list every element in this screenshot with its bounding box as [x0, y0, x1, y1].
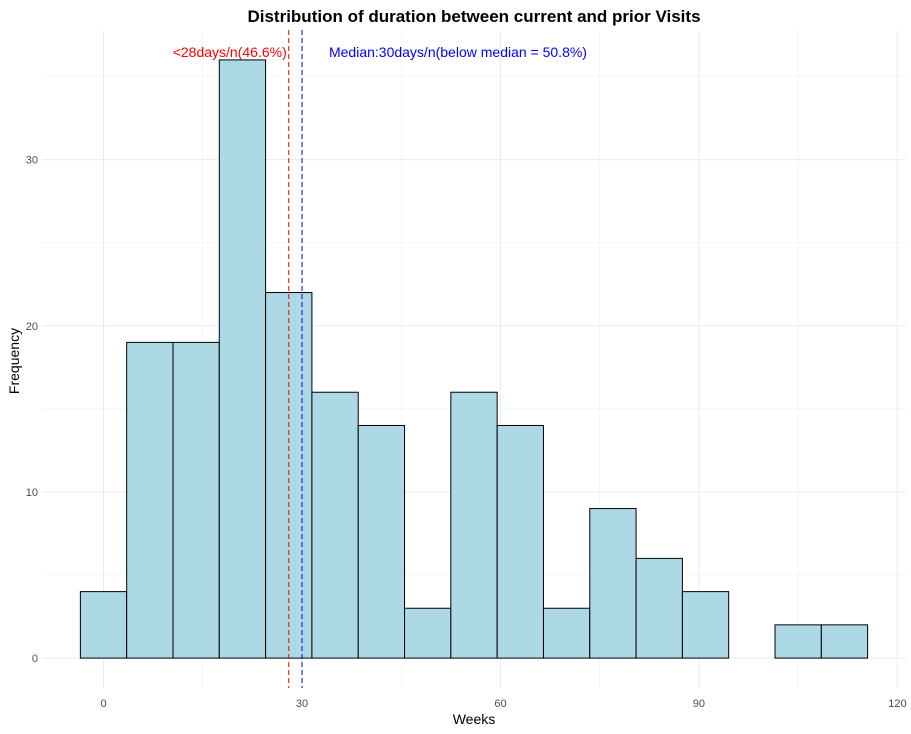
histogram-bar [589, 508, 637, 659]
y-axis-ticks: 0 10 20 30 [26, 155, 38, 665]
y-tick-label: 0 [32, 653, 38, 665]
x-tick-label: 120 [888, 698, 906, 710]
histogram-bar [404, 607, 452, 659]
histogram-bar [357, 424, 406, 659]
histogram-bar [265, 292, 313, 659]
histogram-bar [126, 341, 174, 659]
histogram-bar [820, 624, 869, 659]
histogram-bar [542, 607, 591, 659]
chart-title: Distribution of duration between current… [247, 7, 700, 26]
x-axis-label: Weeks [453, 711, 496, 727]
x-tick-label: 0 [100, 698, 106, 710]
y-tick-label: 10 [26, 487, 38, 499]
x-tick-label: 60 [494, 698, 506, 710]
y-axis-label: Frequency [6, 328, 22, 394]
histogram-bar [774, 624, 822, 659]
histogram-bar [681, 591, 730, 659]
x-tick-label: 90 [693, 698, 705, 710]
x-axis-ticks: 0 30 60 90 120 [100, 698, 906, 710]
median-annotation: Median:30days/n(below median = 50.8%) [329, 44, 587, 60]
histogram-bar [311, 391, 359, 659]
annotations: <28days/n(46.6%) Median:30days/n(below me… [173, 44, 587, 60]
x-tick-label: 30 [296, 698, 308, 710]
histogram-bars [79, 59, 869, 659]
histogram-bar [79, 591, 128, 659]
histogram-bar [450, 391, 498, 659]
histogram-bar [635, 557, 683, 659]
y-tick-label: 20 [26, 321, 38, 333]
threshold-annotation: <28days/n(46.6%) [173, 44, 287, 60]
histogram-bar [496, 424, 544, 659]
histogram-bar [172, 341, 220, 659]
reference-lines [288, 30, 303, 688]
histogram-bar [218, 59, 267, 659]
y-tick-label: 30 [26, 155, 38, 167]
